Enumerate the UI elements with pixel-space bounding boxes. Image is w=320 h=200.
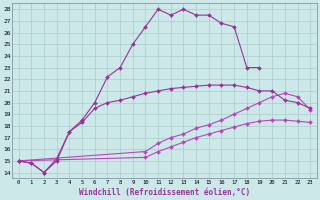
X-axis label: Windchill (Refroidissement éolien,°C): Windchill (Refroidissement éolien,°C): [79, 188, 250, 197]
